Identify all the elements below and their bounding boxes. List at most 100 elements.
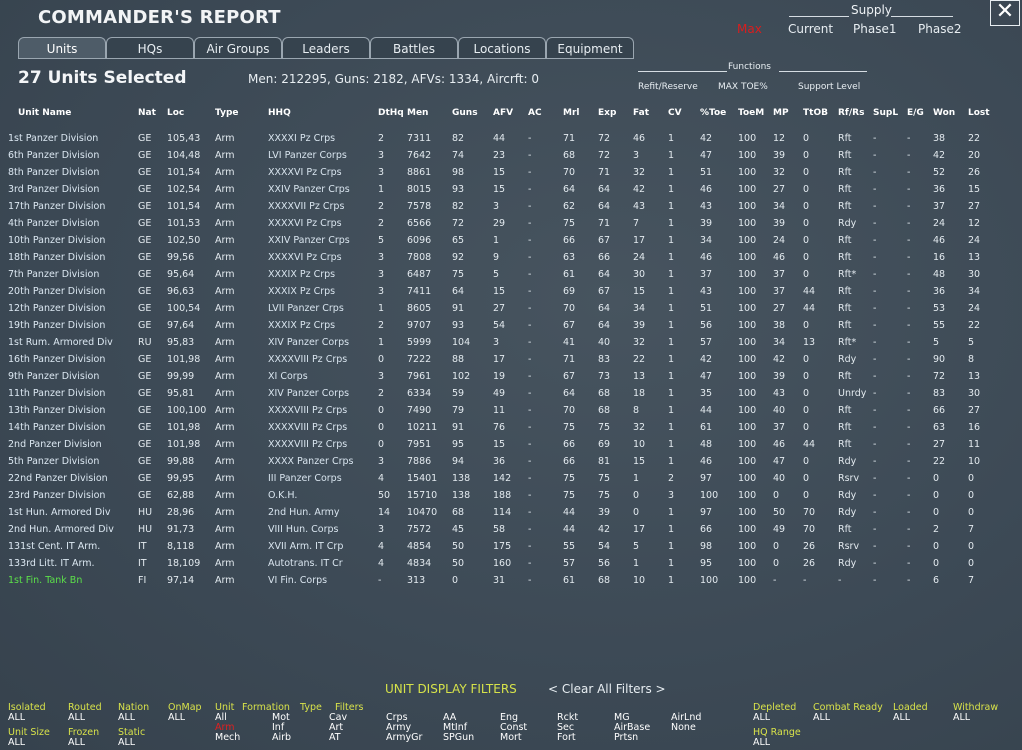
table-row[interactable]: 2nd Hun. Armored Div HU 91,73 Arm VIII Hun. … xyxy=(0,524,1022,541)
cell-unit-name[interactable]: 19th Panzer Division xyxy=(8,320,106,331)
column-header-nat[interactable]: Nat xyxy=(138,108,156,118)
tab-air-groups[interactable]: Air Groups xyxy=(194,37,282,59)
filter-loaded-value[interactable]: ALL xyxy=(893,712,911,723)
column-header-supl[interactable]: SupL xyxy=(873,108,899,118)
filter-type-cav[interactable]: Cav xyxy=(329,712,348,723)
column-header-lost[interactable]: Lost xyxy=(968,108,990,118)
table-row[interactable]: 10th Panzer Division GE 102,50 Arm XXIV Panz… xyxy=(0,235,1022,252)
cell-unit-name[interactable]: 13th Panzer Division xyxy=(8,405,106,416)
filter-nation-value[interactable]: ALL xyxy=(118,712,136,723)
table-row[interactable]: 8th Panzer Division GE 101,54 Arm XXXXVI Pz … xyxy=(0,167,1022,184)
cell-hhq[interactable]: XXXIX Pz Crps xyxy=(268,320,336,331)
cell-hhq[interactable]: XXXXVIII Pz Crps xyxy=(268,422,348,433)
column-header-won[interactable]: Won xyxy=(933,108,956,118)
filter-formation-inf[interactable]: Inf xyxy=(272,722,285,733)
filter-armygr[interactable]: ArmyGr xyxy=(386,732,423,743)
cell-unit-name[interactable]: 1st Hun. Armored Div xyxy=(8,507,111,518)
column-header-men[interactable]: Men xyxy=(407,108,429,118)
filter-type-art[interactable]: Art xyxy=(329,722,344,733)
filter-routed-value[interactable]: ALL xyxy=(68,712,86,723)
column-header-unit-name[interactable]: Unit Name xyxy=(18,108,72,118)
cell-hhq[interactable]: XXXIX Pz Crps xyxy=(268,269,336,280)
table-row[interactable]: 13th Panzer Division GE 100,100 Arm XXXXVIII… xyxy=(0,405,1022,422)
filter-isolated-value[interactable]: ALL xyxy=(8,712,26,723)
filter-mtinf[interactable]: MtInf xyxy=(443,722,468,733)
cell-hhq[interactable]: XI Corps xyxy=(268,371,308,382)
cell-hhq[interactable]: XVII Arm. IT Crp xyxy=(268,541,344,552)
table-row[interactable]: 1st Hun. Armored Div HU 28,96 Arm 2nd Hun. A… xyxy=(0,507,1022,524)
cell-hhq[interactable]: Autotrans. IT Cr xyxy=(268,558,343,569)
filter-depleted-value[interactable]: ALL xyxy=(753,712,771,723)
cell-unit-name[interactable]: 16th Panzer Division xyxy=(8,354,106,365)
column-header-afv[interactable]: AFV xyxy=(493,108,514,118)
supply-option-max[interactable]: Max xyxy=(737,22,762,36)
filter-none[interactable]: None xyxy=(671,722,696,733)
table-row[interactable]: 1st Panzer Division GE 105,43 Arm XXXXI Pz C… xyxy=(0,133,1022,150)
cell-unit-name[interactable]: 10th Panzer Division xyxy=(8,235,106,246)
cell-unit-name[interactable]: 23rd Panzer Division xyxy=(8,490,106,501)
column-header-exp[interactable]: Exp xyxy=(598,108,617,118)
cell-unit-name[interactable]: 1st Panzer Division xyxy=(8,133,99,144)
cell-unit-name[interactable]: 131st Cent. IT Arm. xyxy=(8,541,101,552)
filter-sec[interactable]: Sec xyxy=(557,722,575,733)
filter-onmap-value[interactable]: ALL xyxy=(168,712,186,723)
cell-hhq[interactable]: XIV Panzer Corps xyxy=(268,337,350,348)
cell-hhq[interactable]: VIII Hun. Corps xyxy=(268,524,339,535)
cell-hhq[interactable]: 2nd Hun. Army xyxy=(268,507,340,518)
cell-hhq[interactable]: XXXXVI Pz Crps xyxy=(268,218,342,229)
cell-unit-name[interactable]: 12th Panzer Division xyxy=(8,303,106,314)
column-header-hhq[interactable]: HHQ xyxy=(268,108,291,118)
cell-unit-name[interactable]: 2nd Panzer Division xyxy=(8,439,102,450)
filter-airbase[interactable]: AirBase xyxy=(614,722,651,733)
tab-battles[interactable]: Battles xyxy=(370,37,458,59)
cell-hhq[interactable]: XXXXVI Pz Crps xyxy=(268,167,342,178)
table-row[interactable]: 23rd Panzer Division GE 62,88 Arm O.K.H. 50 15… xyxy=(0,490,1022,507)
tab-locations[interactable]: Locations xyxy=(458,37,546,59)
table-row[interactable]: 3rd Panzer Division GE 102,54 Arm XXIV Panze… xyxy=(0,184,1022,201)
column-header-guns[interactable]: Guns xyxy=(452,108,478,118)
filter-const[interactable]: Const xyxy=(500,722,528,733)
cell-unit-name[interactable]: 14th Panzer Division xyxy=(8,422,106,433)
table-row[interactable]: 131st Cent. IT Arm. IT 8,118 Arm XVII Arm. I… xyxy=(0,541,1022,558)
cell-unit-name[interactable]: 3rd Panzer Division xyxy=(8,184,100,195)
column-header-type[interactable]: Type xyxy=(215,108,239,118)
column-header-toem[interactable]: ToeM xyxy=(738,108,765,118)
cell-hhq[interactable]: XXXXVIII Pz Crps xyxy=(268,354,348,365)
table-row[interactable]: 11th Panzer Division GE 95,81 Arm XIV Panzer… xyxy=(0,388,1022,405)
cell-hhq[interactable]: XXXXI Pz Crps xyxy=(268,133,336,144)
filter-hq-range-value[interactable]: ALL xyxy=(753,737,771,748)
cell-hhq[interactable]: LVII Panzer Crps xyxy=(268,303,344,314)
column-header-eg[interactable]: E/G xyxy=(907,108,924,118)
support-level-button[interactable]: Support Level xyxy=(798,82,861,92)
cell-unit-name[interactable]: 2nd Hun. Armored Div xyxy=(8,524,114,535)
column-header-dthq[interactable]: DtHq xyxy=(378,108,404,118)
cell-hhq[interactable]: VI Fin. Corps xyxy=(268,575,328,586)
table-row[interactable]: 7th Panzer Division GE 95,64 Arm XXXIX Pz Cr… xyxy=(0,269,1022,286)
supply-option-current[interactable]: Current xyxy=(788,22,834,36)
cell-hhq[interactable]: XXIV Panzer Crps xyxy=(268,184,350,195)
table-row[interactable]: 12th Panzer Division GE 100,54 Arm LVII Panz… xyxy=(0,303,1022,320)
filter-mort[interactable]: Mort xyxy=(500,732,522,743)
column-header-mrl[interactable]: Mrl xyxy=(563,108,580,118)
cell-unit-name[interactable]: 5th Panzer Division xyxy=(8,456,100,467)
cell-hhq[interactable]: XXXXVIII Pz Crps xyxy=(268,439,348,450)
filter-withdraw-value[interactable]: ALL xyxy=(953,712,971,723)
cell-hhq[interactable]: XIV Panzer Corps xyxy=(268,388,350,399)
filter-unit-arm[interactable]: Arm xyxy=(215,722,235,733)
clear-filters-button[interactable]: < Clear All Filters > xyxy=(548,682,666,696)
table-row[interactable]: 18th Panzer Division GE 99,56 Arm XXXXVI Pz … xyxy=(0,252,1022,269)
table-row[interactable]: 16th Panzer Division GE 101,98 Arm XXXXVIII … xyxy=(0,354,1022,371)
column-header-fat[interactable]: Fat xyxy=(633,108,649,118)
filter-frozen-value[interactable]: ALL xyxy=(68,737,86,748)
cell-unit-name[interactable]: 1st Rum. Armored Div xyxy=(8,337,113,348)
cell-unit-name[interactable]: 6th Panzer Division xyxy=(8,150,100,161)
cell-unit-name[interactable]: 8th Panzer Division xyxy=(8,167,100,178)
cell-hhq[interactable]: XXXXVI Pz Crps xyxy=(268,252,342,263)
table-row[interactable]: 22nd Panzer Division GE 99,95 Arm III Panzer… xyxy=(0,473,1022,490)
filter-crps[interactable]: Crps xyxy=(386,712,408,723)
supply-option-phase1[interactable]: Phase1 xyxy=(853,22,897,36)
filter-army[interactable]: Army xyxy=(386,722,412,733)
filter-airlnd[interactable]: AirLnd xyxy=(671,712,702,723)
cell-unit-name[interactable]: 17th Panzer Division xyxy=(8,201,106,212)
cell-hhq[interactable]: O.K.H. xyxy=(268,490,298,501)
